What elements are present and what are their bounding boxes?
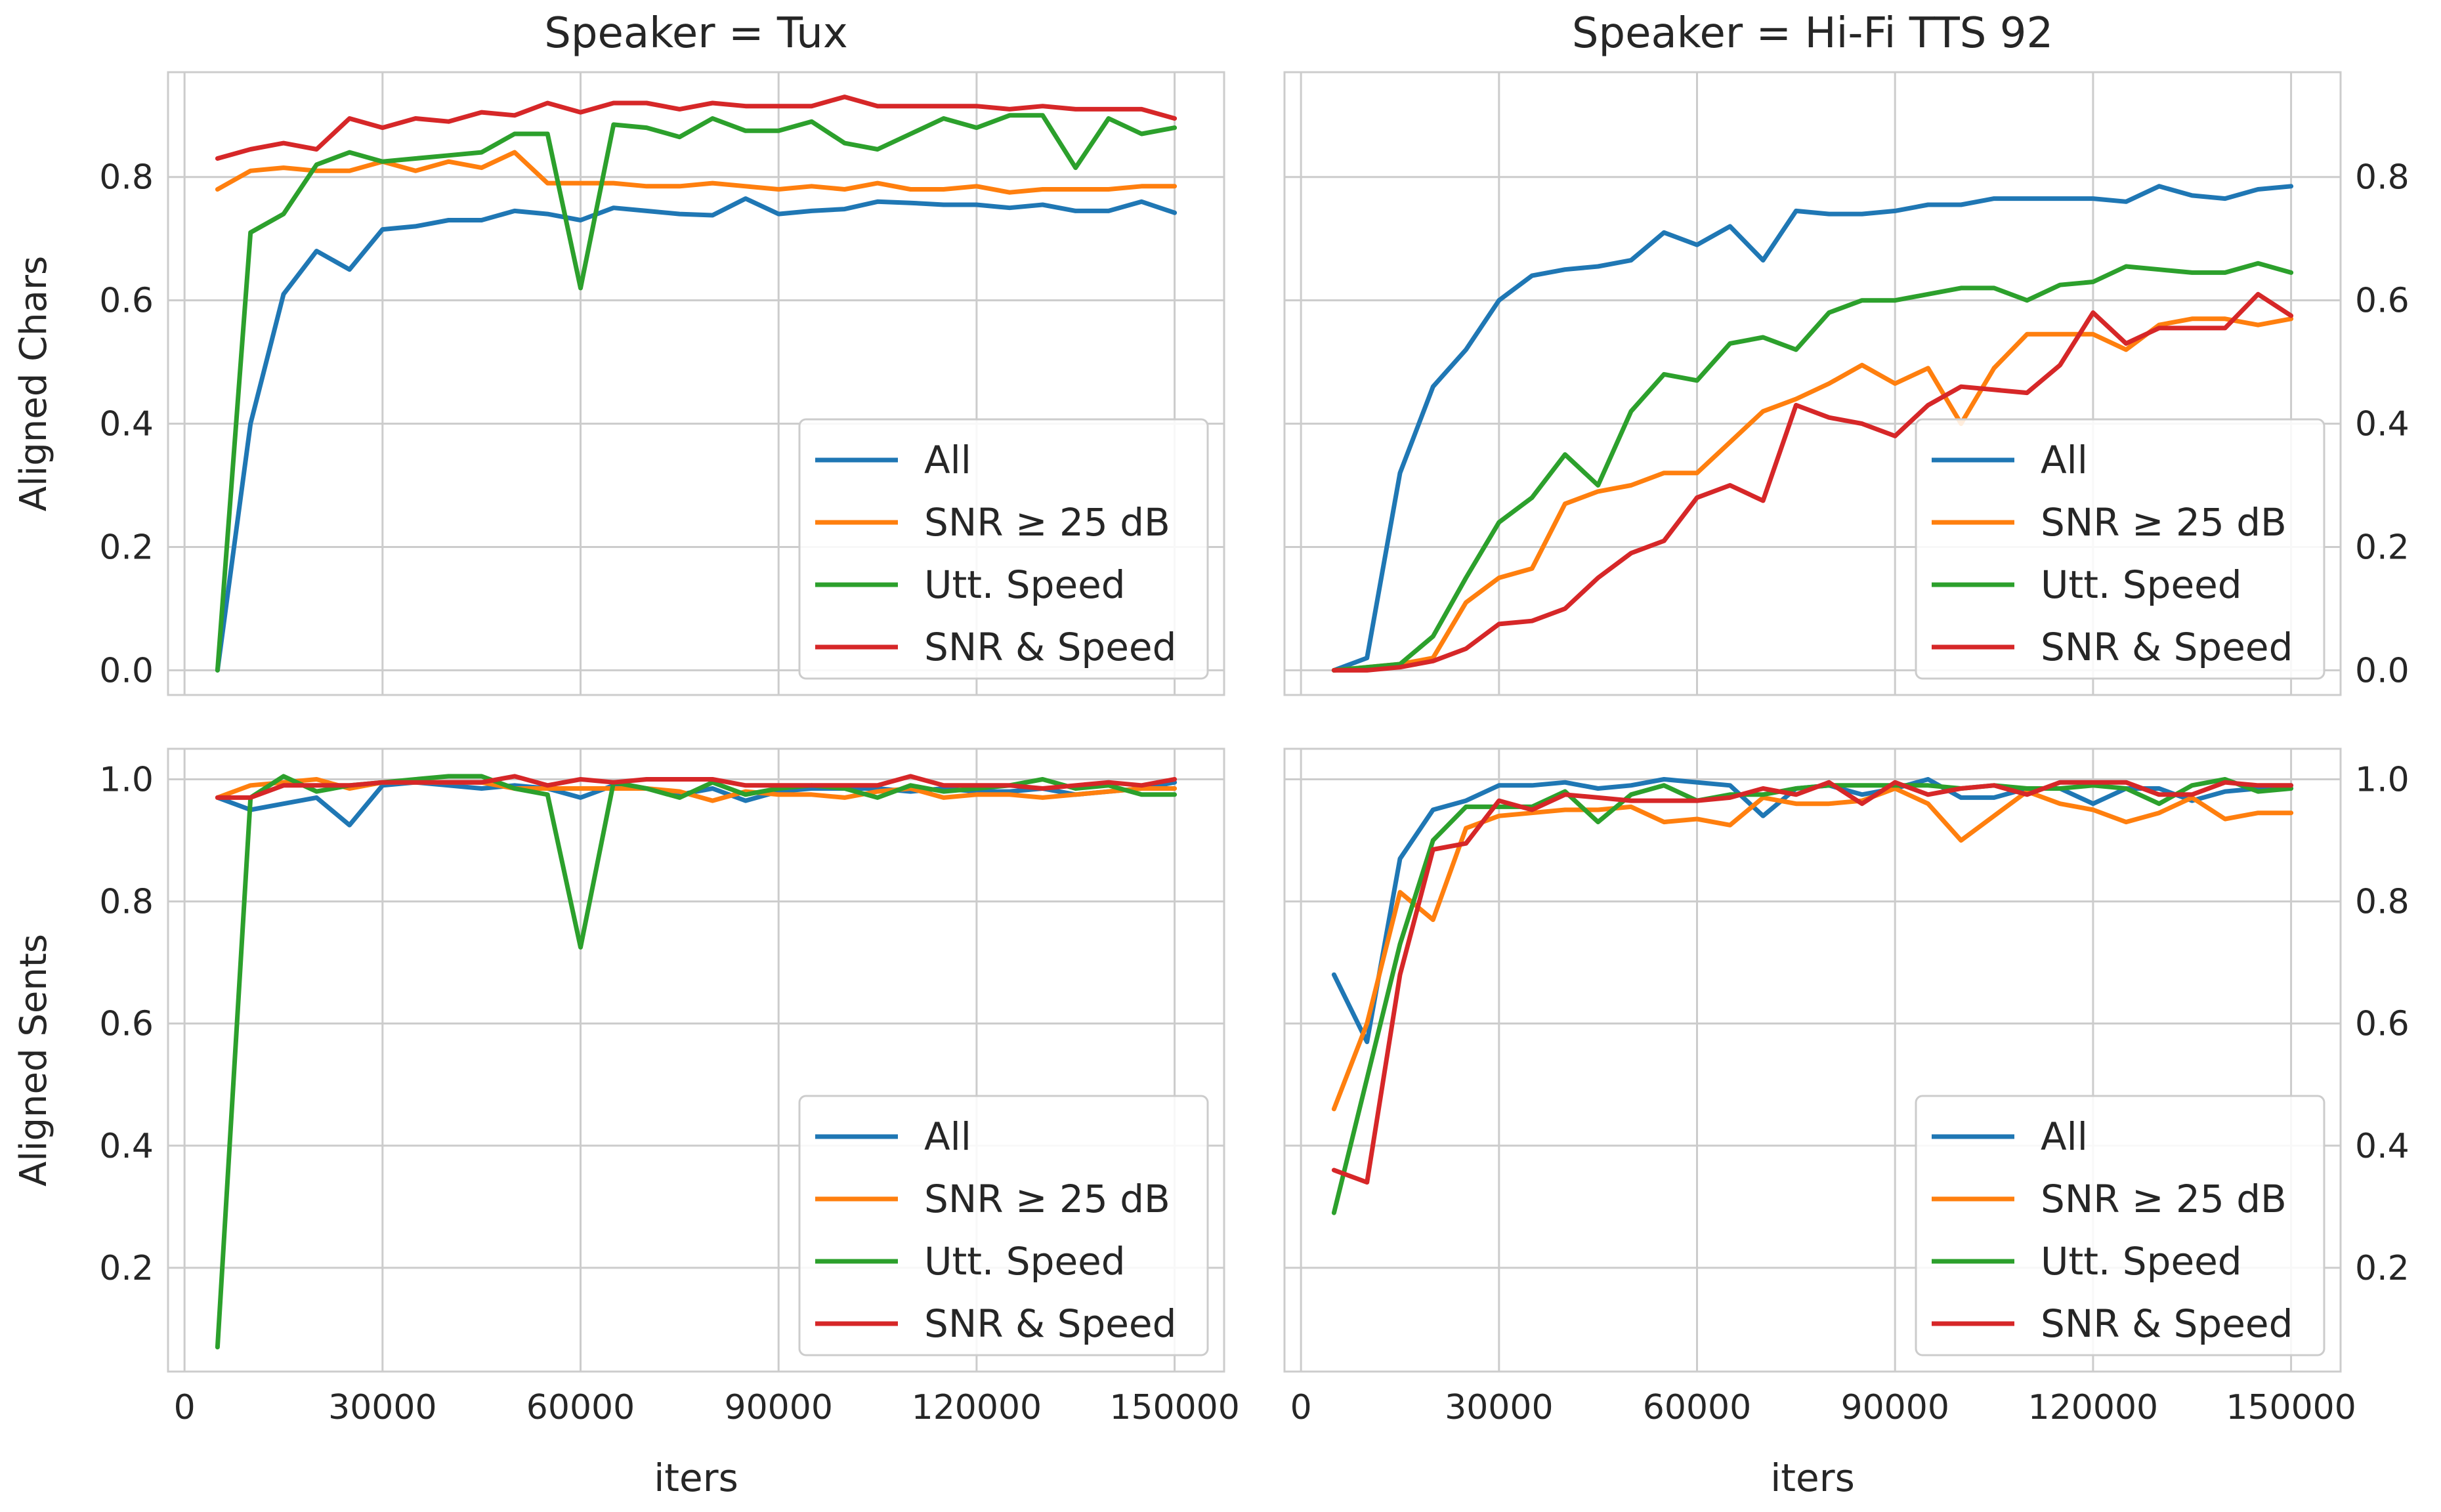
legend: All SNR ≥ 25 dB Utt. Speed SNR & Speed [1915,418,2325,680]
plot-frame [1283,71,2342,696]
x-tick-label: 90000 [1840,1388,1949,1427]
legend: All SNR ≥ 25 dB Utt. Speed SNR & Speed [798,418,1209,680]
x-tick-label: 60000 [1643,1388,1751,1427]
y-tick-label: 1.0 [2355,761,2409,800]
legend-label: All [924,438,971,482]
legend-box [1915,418,2325,680]
plot-frame [167,71,1225,696]
series-line-snr-speed [1331,780,2294,1185]
panel-title: Speaker = Hi-Fi TTS 92 [1572,9,2053,58]
legend-label: All [2041,1114,2088,1159]
legend-label: Utt. Speed [924,1239,1126,1284]
y-tick-label: 0.6 [99,1005,154,1044]
legend-box [798,1095,1209,1356]
series-line-utt-speed [1331,261,2294,673]
y-tick-label: 0.2 [99,1249,154,1288]
y-tick-label: 0.4 [2355,1127,2409,1166]
series-line-snr-25-db [1331,786,2294,1112]
x-tick-label: 30000 [1445,1388,1553,1427]
panel-title: Speaker = Tux [544,9,847,58]
series-line-snr-speed [215,94,1178,161]
y-tick-label: 0.0 [2355,651,2409,690]
y-tick-label: 0.6 [2355,1005,2409,1044]
legend-label: SNR ≥ 25 dB [924,1177,1170,1221]
series-line-snr-25-db [1331,316,2294,673]
y-tick-label: 0.2 [99,528,154,567]
y-tick-label: 0.8 [2355,883,2409,922]
x-axis-label: iters [654,1456,738,1500]
y-tick-label: 0.2 [2355,528,2409,567]
y-tick-label: 0.0 [99,651,154,690]
y-tick-label: 0.6 [99,282,154,321]
x-tick-label: 30000 [328,1388,436,1427]
x-tick-label: 0 [1290,1388,1312,1427]
plot-frame [1283,747,2342,1373]
y-axis-label: Aligned Chars [12,256,55,511]
x-axis-label: iters [1770,1456,1855,1500]
legend-label: SNR & Speed [2041,1301,2293,1346]
legend-box [1915,1095,2325,1356]
y-tick-label: 0.8 [99,158,154,198]
y-tick-label: 1.0 [99,761,154,800]
series-line-utt-speed [215,113,1178,673]
legend-box [798,418,1209,680]
legend-label: SNR & Speed [924,1301,1176,1346]
legend-label: All [2041,438,2088,482]
series-line-snr-25-db [215,150,1178,195]
series-line-snr-speed [215,774,1178,800]
legend-label: All [924,1114,971,1159]
y-tick-label: 0.8 [2355,158,2409,198]
y-tick-label: 0.8 [99,883,154,922]
legend-label: SNR ≥ 25 dB [924,500,1170,545]
series-line-all [1331,184,2294,673]
x-tick-label: 150000 [1109,1388,1240,1427]
x-tick-label: 120000 [2028,1388,2159,1427]
legend-label: SNR ≥ 25 dB [2041,1177,2287,1221]
y-tick-label: 0.4 [2355,405,2409,444]
series-line-snr-speed [1331,291,2294,673]
series-line-all [215,196,1178,673]
x-tick-label: 60000 [526,1388,635,1427]
x-tick-label: 150000 [2226,1388,2356,1427]
plot-frame [167,747,1225,1373]
legend-label: Utt. Speed [2041,1239,2242,1284]
panel-2: 0.0 0.2 0.4 0.6 0.8 All SNR ≥ 25 dB Utt. Speed S… [1283,9,2409,696]
panel-1: 0.0 0.2 0.4 0.6 0.8 All SNR ≥ 25 dB Utt. Speed S… [12,9,1225,696]
x-tick-label: 90000 [724,1388,832,1427]
y-axis-label: Aligned Sents [12,934,55,1186]
y-tick-label: 0.4 [99,405,154,444]
y-tick-label: 0.2 [2355,1249,2409,1288]
legend-label: SNR & Speed [2041,625,2293,669]
legend: All SNR ≥ 25 dB Utt. Speed SNR & Speed [1915,1095,2325,1356]
legend-label: Utt. Speed [924,562,1126,607]
legend-label: SNR ≥ 25 dB [2041,500,2287,545]
panel-4: 0 30000 60000 90000 120000 150000 0.2 0.4 0.6 0.8… [1283,747,2409,1500]
legend-label: SNR & Speed [924,625,1176,669]
legend-label: Utt. Speed [2041,562,2242,607]
panel-3: 0 30000 60000 90000 120000 150000 0.2 0.4 0.6 0.8… [12,747,1240,1500]
x-tick-label: 120000 [912,1388,1042,1427]
y-tick-label: 0.4 [99,1127,154,1166]
x-tick-label: 0 [174,1388,196,1427]
y-tick-label: 0.6 [2355,282,2409,321]
legend: All SNR ≥ 25 dB Utt. Speed SNR & Speed [798,1095,1209,1356]
